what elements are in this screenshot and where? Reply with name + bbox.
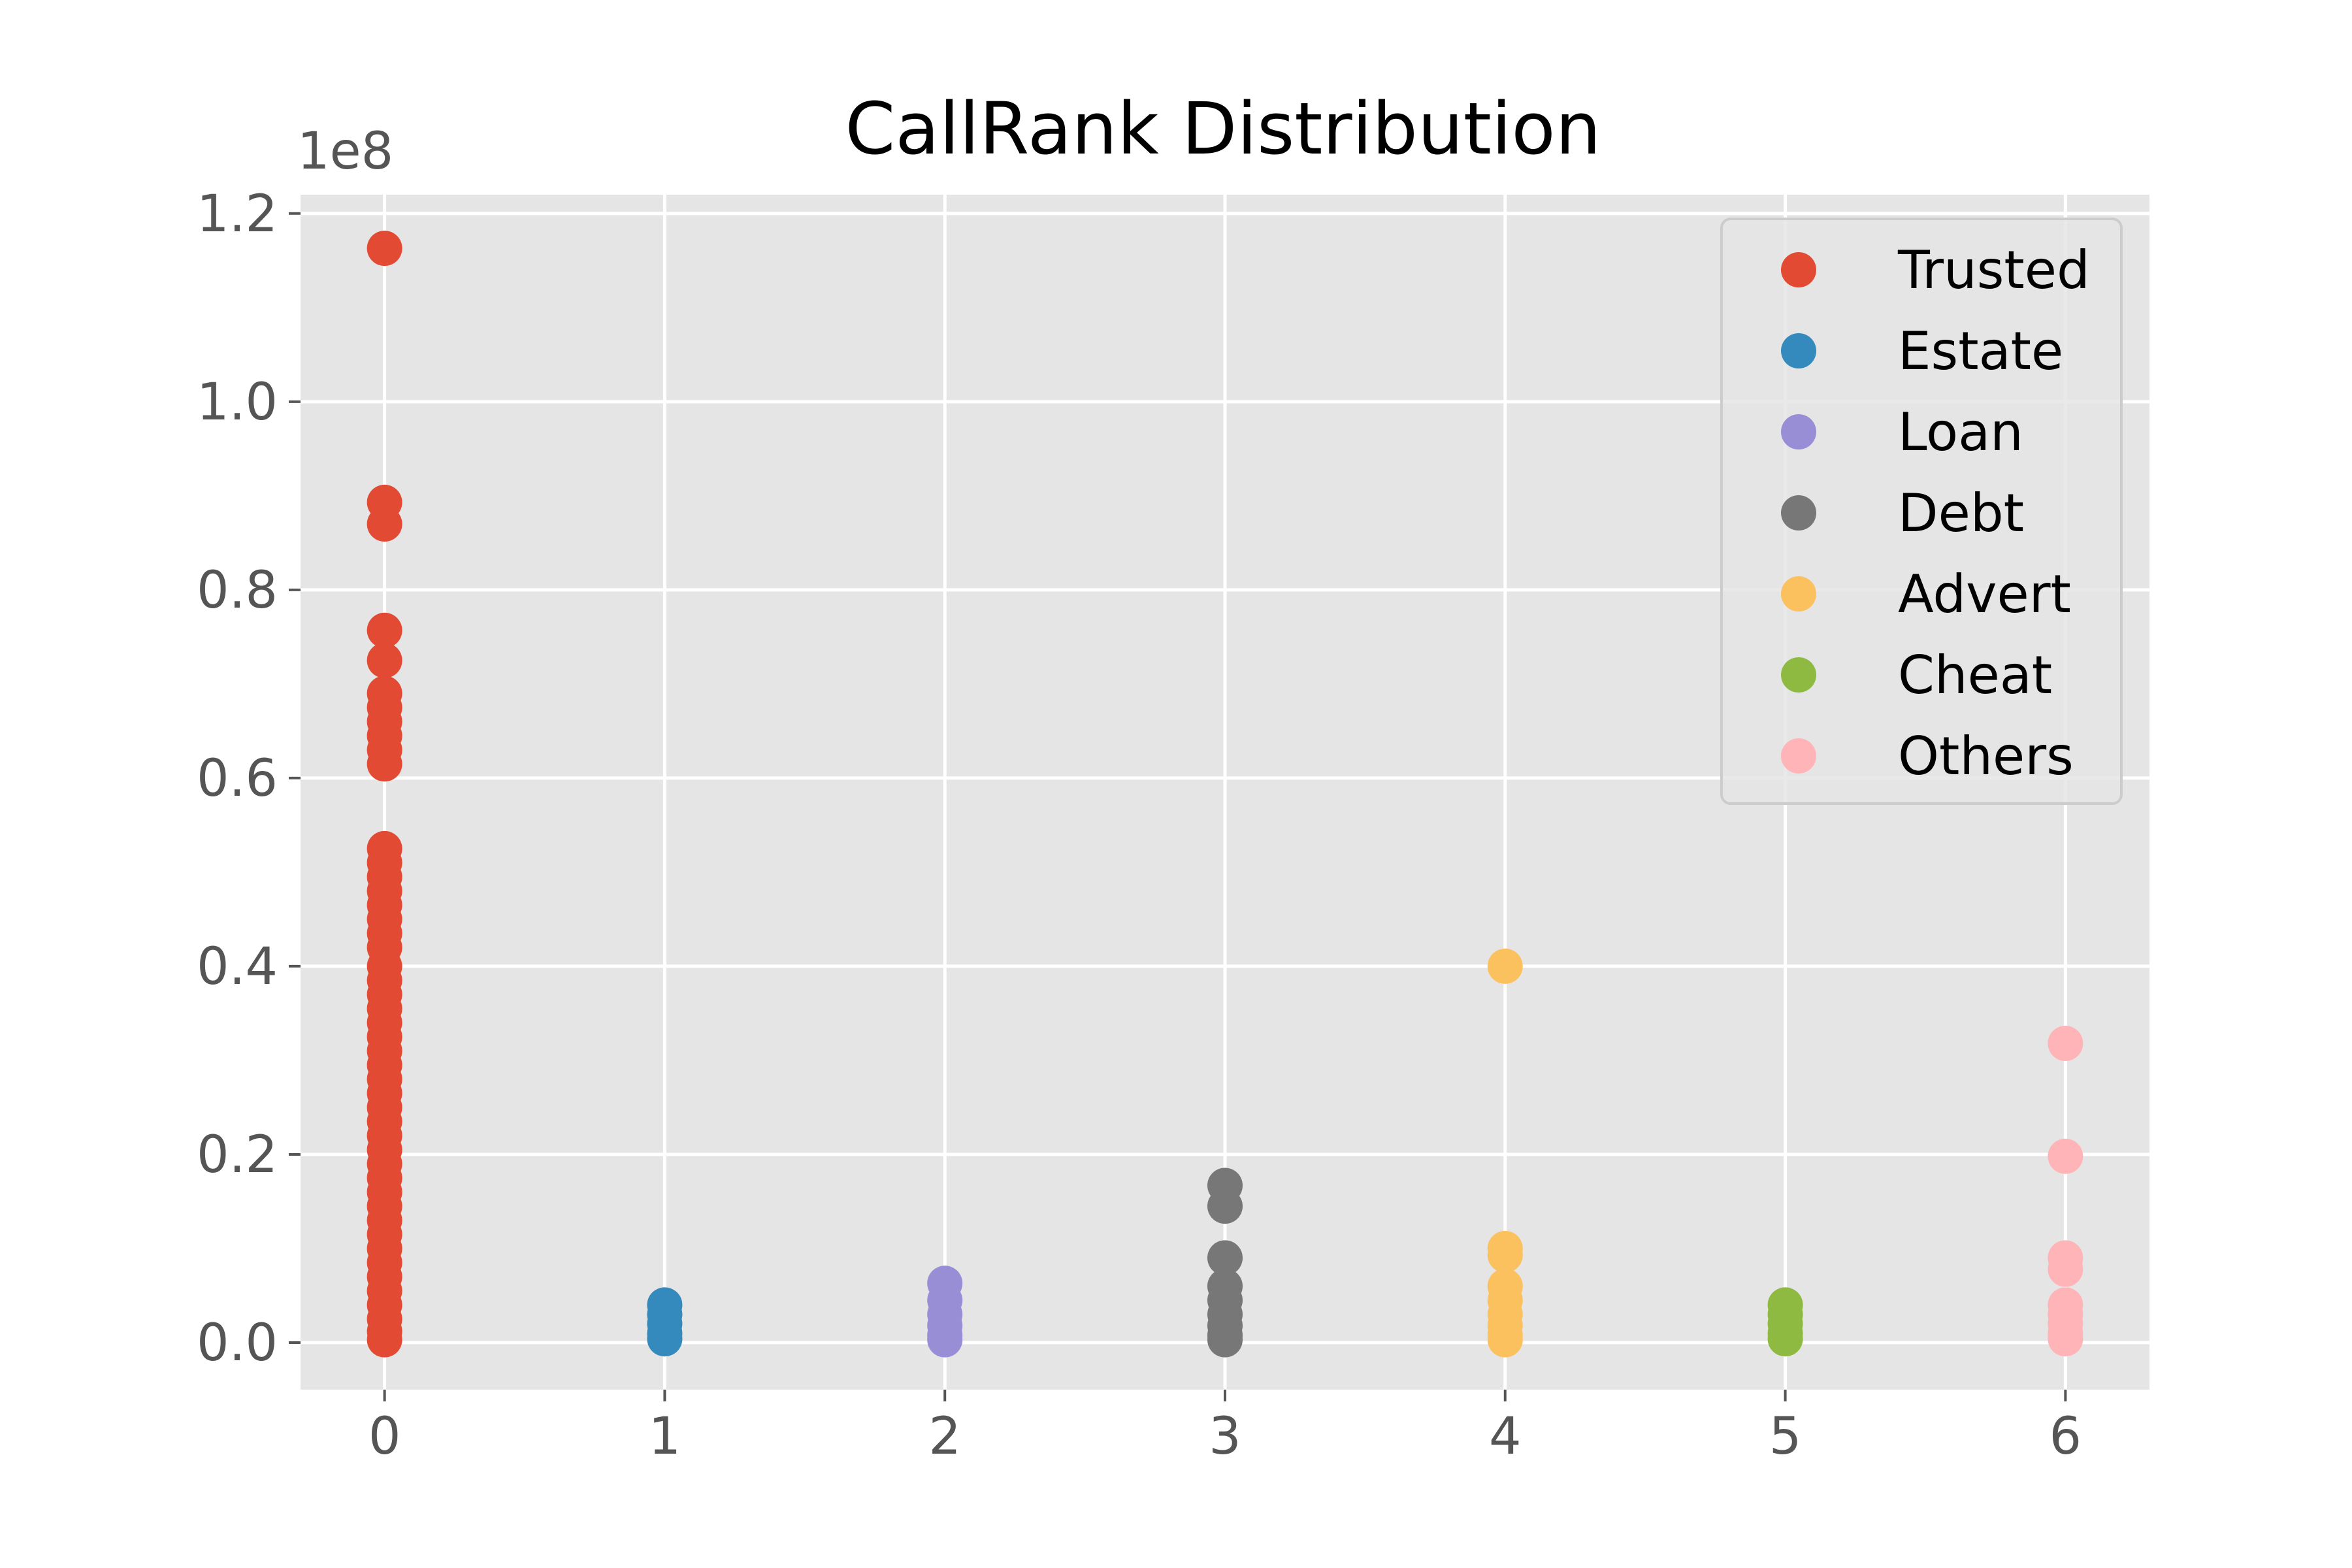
x-tick-label: 5: [1769, 1407, 1802, 1466]
legend-label: Advert: [1898, 564, 2071, 625]
legend-marker: [1781, 657, 1816, 693]
data-point: [2048, 1138, 2083, 1174]
series-estate: [647, 1287, 683, 1357]
chart-title: CallRank Distribution: [845, 87, 1601, 171]
series-loan: [927, 1266, 963, 1358]
legend-label: Cheat: [1898, 645, 2052, 706]
data-point: [367, 642, 402, 678]
data-point: [1767, 1321, 1803, 1357]
y-offset-label: 1e8: [297, 122, 393, 181]
data-point: [2048, 1321, 2083, 1357]
data-points: [367, 231, 2083, 1358]
data-point: [1207, 1240, 1243, 1276]
data-point: [367, 746, 402, 782]
y-tick-label: 1.0: [197, 373, 278, 432]
x-tick-label: 0: [368, 1407, 401, 1466]
data-point: [367, 506, 402, 542]
data-point: [1487, 1322, 1523, 1358]
data-point: [367, 1322, 402, 1358]
data-point: [1487, 1237, 1523, 1273]
legend-label: Debt: [1898, 483, 2024, 544]
legend-label: Estate: [1898, 321, 2063, 382]
legend: Trusted Estate Loan Debt Advert Cheat Others: [1720, 218, 2123, 805]
x-tick-label: 2: [928, 1407, 961, 1466]
data-point: [1207, 1188, 1243, 1224]
series-advert: [1487, 948, 1523, 1358]
legend-label: Others: [1898, 726, 2074, 787]
series-trusted: [367, 231, 402, 1358]
y-tick-label: 0.0: [197, 1314, 278, 1373]
data-point: [367, 612, 402, 648]
legend-marker: [1781, 414, 1816, 449]
y-tick-label: 0.6: [197, 749, 278, 808]
data-point: [647, 1321, 683, 1357]
axis-ticks: 0 1 2 3 4 5 6 0.0 0.2 0.4 0.6 0.8 1.0 1.2: [197, 185, 2082, 1466]
data-point: [2048, 1026, 2083, 1062]
y-tick-label: 0.2: [197, 1126, 278, 1184]
series-others: [2048, 1026, 2083, 1357]
legend-marker: [1781, 738, 1816, 774]
y-tick-label: 1.2: [197, 185, 278, 244]
data-point: [1207, 1322, 1243, 1358]
x-tick-label: 1: [649, 1407, 681, 1466]
x-tick-label: 4: [1489, 1407, 1522, 1466]
legend-marker: [1781, 333, 1816, 368]
data-point: [367, 231, 402, 267]
legend-label: Trusted: [1897, 240, 2090, 301]
legend-marker: [1781, 252, 1816, 287]
x-tick-label: 6: [2050, 1407, 2082, 1466]
legend-marker: [1781, 495, 1816, 531]
x-tick-label: 3: [1209, 1407, 1241, 1466]
series-debt: [1207, 1168, 1243, 1358]
legend-marker: [1781, 576, 1816, 612]
data-point: [927, 1322, 963, 1358]
data-point: [1487, 948, 1523, 984]
series-cheat: [1767, 1287, 1803, 1357]
legend-frame: [1720, 218, 2123, 805]
y-tick-label: 0.8: [197, 561, 278, 620]
y-tick-label: 0.4: [197, 938, 278, 996]
legend-label: Loan: [1898, 402, 2023, 463]
data-point: [2048, 1251, 2083, 1287]
